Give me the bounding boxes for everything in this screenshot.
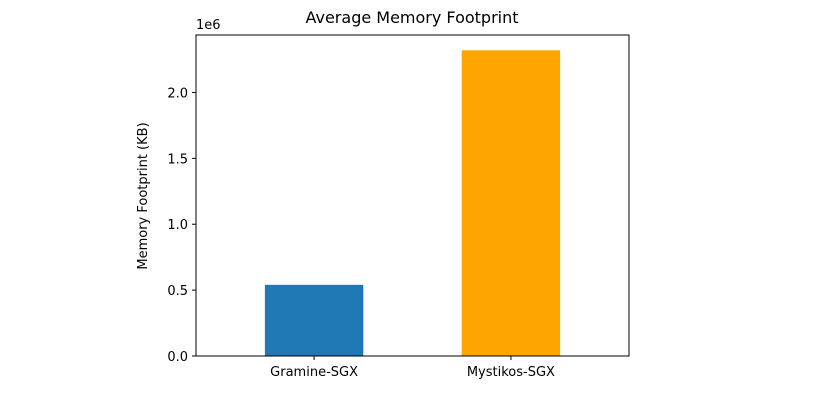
y-axis: 0.0 0.5 1.0 1.5 2.0 [167,86,196,365]
y-tick-label: 0.0 [167,350,188,365]
plot-frame [195,34,630,357]
y-tick-label: 0.5 [167,284,188,299]
y-tick-label: 1.5 [167,152,188,167]
y-axis-label: Memory Footprint (KB) [136,122,151,269]
x-axis: Gramine-SGX Mystikos-SGX [270,356,555,380]
y-axis-offset-label: 1e6 [196,18,221,33]
chart-title: Average Memory Footprint [305,8,518,27]
x-tick-label: Gramine-SGX [270,365,358,380]
x-tick-label: Mystikos-SGX [467,365,555,380]
bar-gramine-sgx [264,284,364,356]
bars-layer [264,50,561,357]
y-tick-label: 2.0 [167,86,188,101]
bar-mystikos-sgx [461,50,561,357]
y-tick-label: 1.0 [167,218,188,233]
